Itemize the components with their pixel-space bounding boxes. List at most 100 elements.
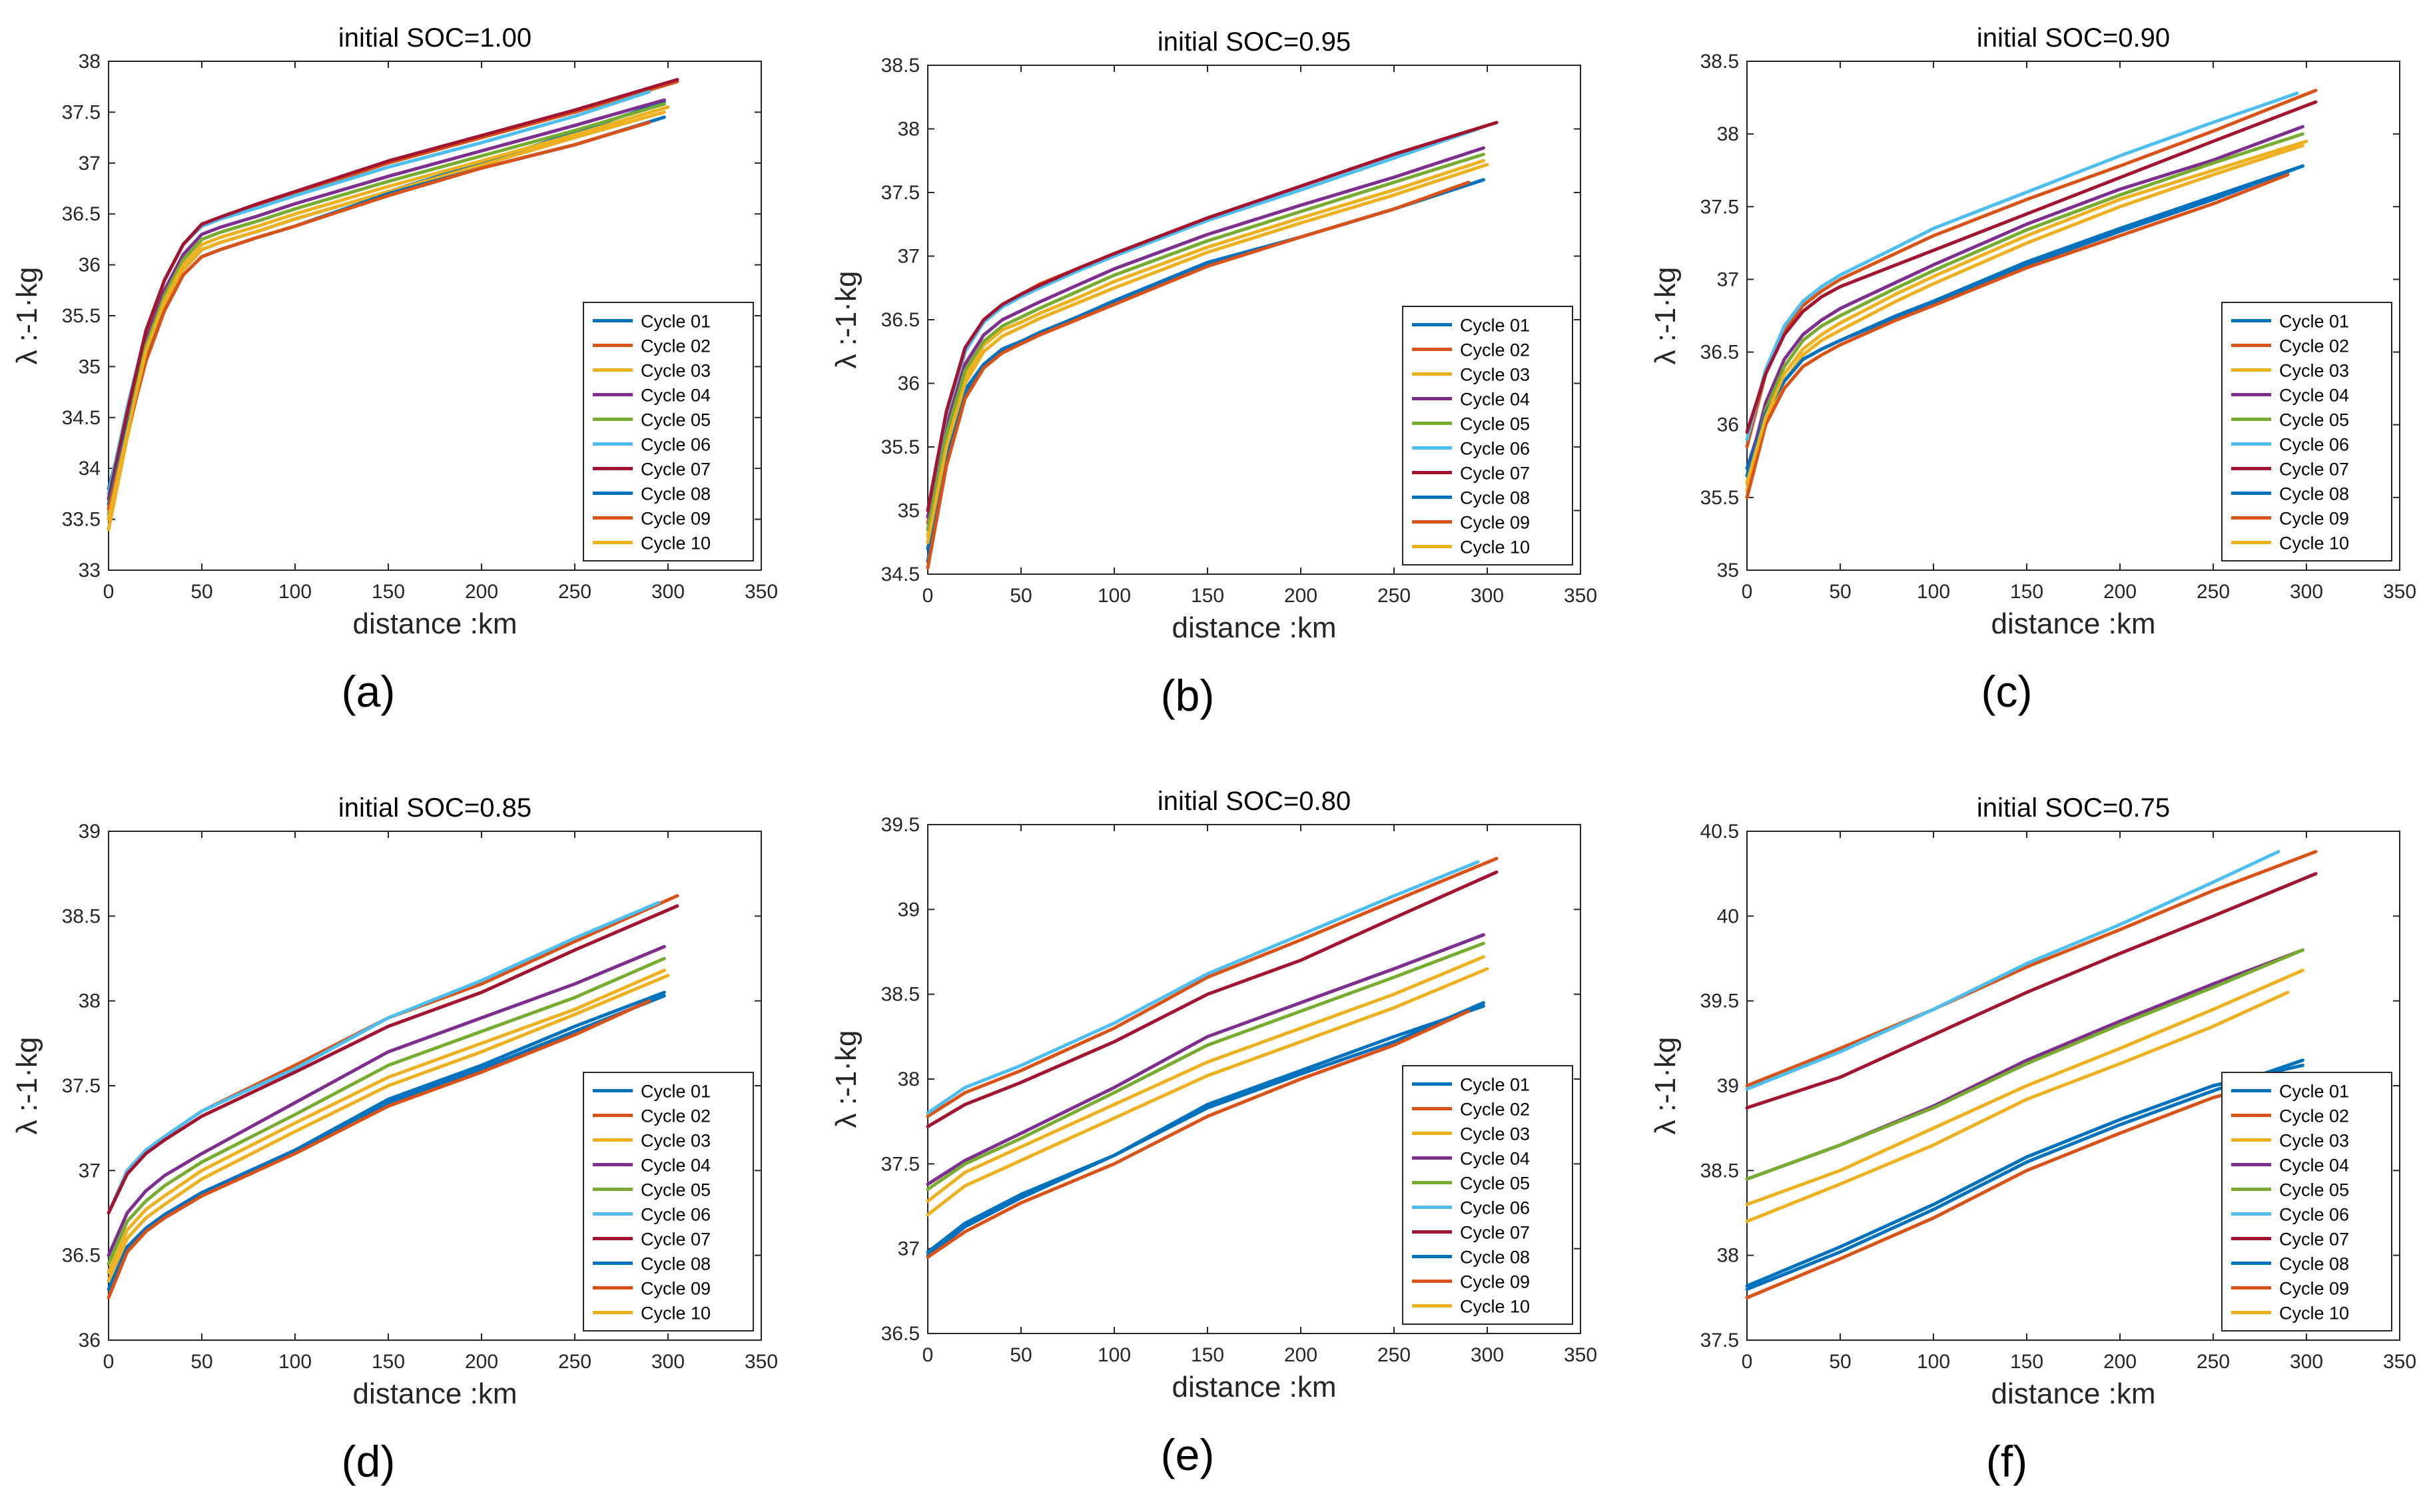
legend-entry: Cycle 04 bbox=[641, 386, 711, 406]
legend-entry: Cycle 09 bbox=[2279, 509, 2349, 529]
x-tick-label: 150 bbox=[1191, 1344, 1224, 1366]
legend-entry: Cycle 06 bbox=[2279, 435, 2349, 455]
x-tick-label: 300 bbox=[651, 581, 685, 603]
legend-entry: Cycle 06 bbox=[1460, 439, 1530, 459]
legend-entry: Cycle 05 bbox=[1460, 414, 1530, 434]
chart-panel-b: initial SOC=0.95 0 50 100 150 200 250 300 350 34.… bbox=[830, 27, 1597, 720]
chart-panel-c: initial SOC=0.90 0 50 100 150 200 250 300 350 35 3… bbox=[1649, 23, 2416, 716]
chart-panel-f: initial SOC=0.75 0 50 100 150 200 250 300 350 37.… bbox=[1649, 793, 2416, 1486]
x-tick-label: 250 bbox=[1377, 1344, 1411, 1366]
legend: Cycle 01 Cycle 02 Cycle 03 Cycle 04 Cycle 05… bbox=[2221, 1072, 2392, 1331]
x-tick-label: 250 bbox=[558, 1351, 591, 1373]
legend-entry: Cycle 09 bbox=[1460, 1272, 1530, 1292]
legend: Cycle 01 Cycle 02 Cycle 03 Cycle 04 Cycle 05… bbox=[583, 302, 754, 562]
legend-entry: Cycle 07 bbox=[2279, 1230, 2349, 1250]
y-tick-label: 36.5 bbox=[62, 203, 101, 225]
y-tick-label: 36.5 bbox=[881, 1323, 920, 1345]
series-line-cycle-05 bbox=[1745, 132, 2304, 485]
y-tick-label: 39.5 bbox=[881, 814, 920, 836]
y-tick-label: 34.5 bbox=[62, 407, 101, 429]
y-tick-label: 37.5 bbox=[881, 1153, 920, 1175]
chart-title: initial SOC=0.80 bbox=[1158, 787, 1351, 816]
series-line-cycle-02 bbox=[926, 857, 1499, 1118]
legend-entry: Cycle 09 bbox=[2279, 1279, 2349, 1299]
y-tick-label: 35.5 bbox=[1700, 487, 1739, 509]
legend-entry: Cycle 04 bbox=[2279, 1156, 2349, 1176]
legend-entry: Cycle 09 bbox=[641, 1279, 711, 1299]
series-line-cycle-09 bbox=[107, 999, 651, 1300]
y-tick-label: 38 bbox=[1717, 1245, 1739, 1267]
y-axis-label: λ :-1·kg bbox=[830, 271, 863, 369]
y-tick-label: 35.5 bbox=[881, 436, 920, 458]
y-tick-label: 37.5 bbox=[62, 101, 101, 123]
legend-entry: Cycle 03 bbox=[1460, 365, 1530, 385]
x-tick-label: 300 bbox=[2290, 581, 2323, 603]
panel-label: (d) bbox=[342, 1437, 396, 1486]
y-tick-label: 36.5 bbox=[881, 309, 920, 331]
legend-entry: Cycle 08 bbox=[1460, 1248, 1530, 1268]
series-line-cycle-10 bbox=[1745, 990, 2290, 1224]
legend-entry: Cycle 07 bbox=[2279, 460, 2349, 480]
y-tick-label: 38.5 bbox=[1700, 51, 1739, 73]
y-tick-label: 38 bbox=[1717, 123, 1739, 145]
series-line-cycle-07 bbox=[926, 121, 1499, 512]
x-tick-label: 100 bbox=[1098, 585, 1131, 607]
y-tick-label: 34.5 bbox=[881, 564, 920, 585]
series-line-cycle-03 bbox=[926, 955, 1485, 1203]
series-line-cycle-03 bbox=[107, 968, 666, 1274]
series-line-cycle-10 bbox=[1745, 139, 2308, 485]
x-axis-label: distance :km bbox=[1991, 607, 2156, 640]
legend-entry: Cycle 01 bbox=[2279, 312, 2349, 332]
legend-entry: Cycle 02 bbox=[1460, 1100, 1530, 1120]
series-line-cycle-10 bbox=[926, 163, 1489, 544]
x-tick-label: 350 bbox=[2383, 581, 2416, 603]
legend-entry: Cycle 06 bbox=[641, 1205, 711, 1225]
series-line-cycle-02 bbox=[1745, 850, 2318, 1088]
x-tick-label: 0 bbox=[922, 585, 934, 607]
x-tick-label: 50 bbox=[1829, 581, 1851, 603]
legend-entry: Cycle 01 bbox=[1460, 1075, 1530, 1095]
series-line-cycle-05 bbox=[107, 956, 666, 1266]
series-line-cycle-09 bbox=[107, 121, 651, 511]
y-tick-label: 35 bbox=[79, 356, 101, 378]
series-line-cycle-08 bbox=[1745, 164, 2304, 478]
y-tick-label: 33.5 bbox=[62, 509, 101, 531]
chart-panel-a: initial SOC=1.00 0 50 100 150 200 250 300 350 33 3… bbox=[11, 23, 778, 716]
y-tick-label: 37 bbox=[898, 246, 920, 268]
y-tick-label: 36 bbox=[79, 254, 101, 276]
legend-entry: Cycle 07 bbox=[641, 1230, 711, 1250]
x-tick-label: 300 bbox=[651, 1351, 685, 1373]
series-line-cycle-10 bbox=[107, 974, 670, 1283]
series-line-cycle-04 bbox=[107, 945, 666, 1258]
series-line-cycle-08 bbox=[1745, 1058, 2304, 1292]
chart-title: initial SOC=0.95 bbox=[1158, 27, 1351, 57]
legend-entry: Cycle 10 bbox=[641, 534, 711, 554]
series-line-cycle-07 bbox=[1745, 872, 2318, 1110]
x-tick-label: 300 bbox=[2290, 1351, 2323, 1373]
x-tick-label: 350 bbox=[1564, 585, 1597, 607]
x-tick-label: 100 bbox=[278, 1351, 312, 1373]
x-tick-label: 150 bbox=[2010, 1351, 2043, 1373]
series-line-cycle-07 bbox=[107, 78, 679, 501]
series-line-cycle-05 bbox=[1745, 948, 2304, 1181]
legend-entry: Cycle 02 bbox=[2279, 336, 2349, 356]
series-line-cycle-10 bbox=[107, 105, 670, 522]
legend-entry: Cycle 08 bbox=[641, 1254, 711, 1274]
x-tick-label: 50 bbox=[1829, 1351, 1851, 1373]
chart-title: initial SOC=0.85 bbox=[338, 793, 531, 823]
chart-title: initial SOC=0.90 bbox=[1977, 23, 2170, 53]
y-axis-label: λ :-1·kg bbox=[11, 1037, 43, 1135]
y-tick-label: 37 bbox=[898, 1238, 920, 1260]
series-line-cycle-06 bbox=[1745, 91, 2299, 441]
x-axis-label: distance :km bbox=[1172, 611, 1337, 644]
legend-entry: Cycle 06 bbox=[1460, 1198, 1530, 1218]
x-tick-label: 100 bbox=[1098, 1344, 1131, 1366]
x-tick-label: 100 bbox=[278, 581, 312, 603]
y-tick-label: 38 bbox=[898, 1068, 920, 1090]
y-tick-label: 36 bbox=[1717, 414, 1739, 436]
x-tick-label: 250 bbox=[2197, 581, 2230, 603]
panel-label: (f) bbox=[1986, 1437, 2027, 1486]
legend-entry: Cycle 08 bbox=[2279, 1254, 2349, 1274]
legend-entry: Cycle 09 bbox=[1460, 513, 1530, 533]
